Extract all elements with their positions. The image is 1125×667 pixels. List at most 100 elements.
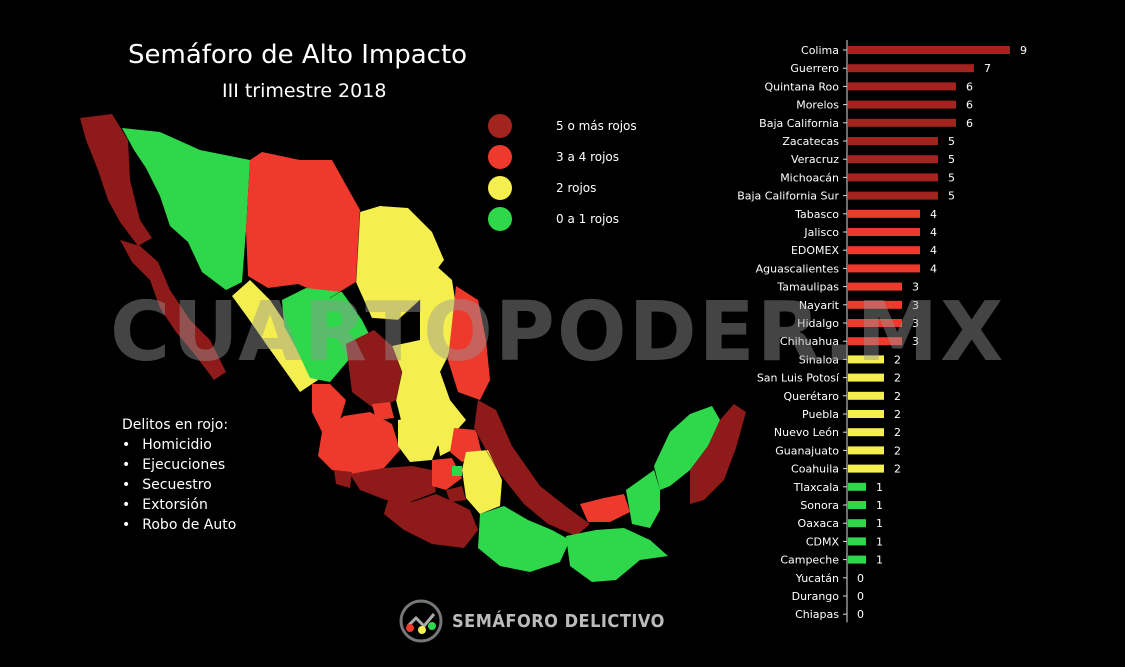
- bar: [848, 64, 974, 73]
- bar-value-label: 7: [984, 62, 991, 75]
- bar: [848, 137, 938, 145]
- bar-value-label: 1: [876, 481, 883, 494]
- chart-title: Semáforo de Alto Impacto: [128, 40, 468, 70]
- map-region-guerrero: [384, 494, 478, 548]
- bar: [848, 446, 884, 455]
- category-label: Coahuila: [791, 463, 839, 476]
- map-region-colima: [334, 470, 352, 488]
- category-label: Oaxaca: [798, 517, 839, 530]
- bar: [848, 537, 866, 546]
- bar-value-label: 1: [876, 554, 883, 567]
- category-label: CDMX: [806, 535, 840, 548]
- bar: [848, 410, 884, 418]
- category-label: Chihuahua: [780, 335, 839, 348]
- legend-label: 3 a 4 rojos: [556, 149, 620, 164]
- bar: [848, 118, 956, 127]
- bar: [848, 337, 902, 346]
- map-region-michoacan: [350, 466, 436, 502]
- bar-value-label: 4: [930, 226, 937, 239]
- category-label: Zacatecas: [782, 135, 839, 148]
- category-label: Tabasco: [794, 208, 839, 221]
- legend-label: 5 o más rojos: [556, 118, 637, 133]
- bar-value-label: 6: [966, 99, 973, 112]
- category-label: Aguascalientes: [756, 262, 840, 275]
- bar: [848, 482, 866, 491]
- bar-value-label: 3: [912, 317, 919, 330]
- color-legend: 5 o más rojos 3 a 4 rojos 2 rojos 0 a 1 roj…: [488, 110, 637, 234]
- map-region-tamaulipas: [448, 286, 490, 400]
- bar: [848, 46, 1010, 54]
- map-region-chiapas: [566, 528, 668, 582]
- category-label: Nuevo León: [774, 426, 839, 439]
- map-region-baja-california: [80, 114, 152, 246]
- category-label: Tlaxcala: [793, 481, 839, 494]
- bar-value-label: 3: [912, 281, 919, 294]
- bar-value-label: 9: [1020, 44, 1027, 57]
- bar-value-label: 1: [876, 517, 883, 530]
- bar: [848, 246, 920, 255]
- bar-value-label: 2: [894, 426, 901, 439]
- legend-item: 5 o más rojos: [488, 110, 637, 141]
- category-label: San Luis Potosí: [757, 372, 840, 385]
- bar: [848, 464, 884, 473]
- map-region-oaxaca: [478, 506, 570, 572]
- bar-value-label: 2: [894, 390, 901, 403]
- crimes-list: Delitos en rojo: Homicidio Ejecuciones S…: [122, 417, 236, 537]
- map-region-quintana-roo: [690, 404, 746, 504]
- bar: [848, 501, 866, 509]
- bar-value-label: 0: [857, 572, 864, 585]
- map-region-puebla: [462, 450, 502, 514]
- category-label: Hidalgo: [797, 317, 839, 330]
- bar: [848, 173, 938, 182]
- legend-label: 0 a 1 rojos: [556, 211, 620, 226]
- bar: [848, 300, 902, 309]
- bar: [848, 209, 920, 218]
- map-region-nuevo-leon: [420, 262, 458, 380]
- map-region-campeche: [626, 470, 660, 528]
- crime-item: Extorsión: [122, 497, 236, 517]
- crime-item: Robo de Auto: [122, 517, 236, 537]
- bar-value-label: 4: [930, 262, 937, 275]
- category-label: Jalisco: [803, 226, 839, 239]
- category-label: Colima: [801, 44, 839, 57]
- bar-value-label: 5: [948, 153, 955, 166]
- category-label: Nayarit: [799, 299, 840, 312]
- bar: [848, 555, 866, 564]
- map-region-baja-california-sur: [120, 240, 226, 380]
- bar: [848, 155, 938, 164]
- bar: [848, 428, 884, 437]
- bar: [848, 100, 956, 109]
- map-region-zacatecas: [346, 330, 402, 410]
- category-label: Chiapas: [795, 608, 839, 621]
- bar-value-label: 2: [894, 463, 901, 476]
- legend-item: 2 rojos: [488, 172, 637, 203]
- bar: [848, 191, 938, 200]
- bar-value-label: 5: [948, 171, 955, 184]
- bar-value-label: 1: [876, 535, 883, 548]
- bar-value-label: 6: [966, 117, 973, 130]
- bar-value-label: 2: [894, 408, 901, 421]
- chart-subtitle: III trimestre 2018: [222, 80, 387, 102]
- legend-swatch: [488, 144, 512, 169]
- bar: [848, 82, 956, 91]
- bar: [848, 373, 884, 382]
- legend-swatch: [488, 113, 512, 138]
- crime-item: Secuestro: [122, 477, 236, 497]
- map-region-sinaloa: [232, 280, 318, 392]
- category-label: Sinaloa: [799, 353, 839, 366]
- traffic-light-logo-icon: [399, 599, 443, 643]
- legend-swatch: [488, 175, 512, 200]
- map-region-aguascalientes: [372, 402, 394, 420]
- category-label: EDOMEX: [791, 244, 840, 257]
- map-region-cdmx: [452, 466, 462, 476]
- crime-item: Homicidio: [122, 437, 236, 457]
- bar: [848, 355, 884, 364]
- category-label: Tamaulipas: [776, 281, 839, 294]
- bar-value-label: 0: [857, 608, 864, 621]
- map-region-coahuila: [356, 206, 444, 320]
- bar: [848, 282, 902, 291]
- map-region-morelos: [446, 486, 466, 502]
- legend-item: 0 a 1 rojos: [488, 203, 637, 234]
- bar: [848, 391, 884, 400]
